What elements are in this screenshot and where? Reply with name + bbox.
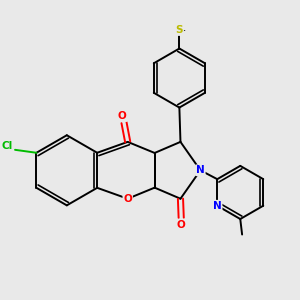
Text: Cl: Cl <box>1 141 13 151</box>
Text: S: S <box>176 25 183 35</box>
Text: O: O <box>123 194 132 204</box>
Text: O: O <box>177 220 186 230</box>
Text: N: N <box>213 201 222 211</box>
Text: N: N <box>196 165 205 175</box>
Text: O: O <box>118 111 127 121</box>
